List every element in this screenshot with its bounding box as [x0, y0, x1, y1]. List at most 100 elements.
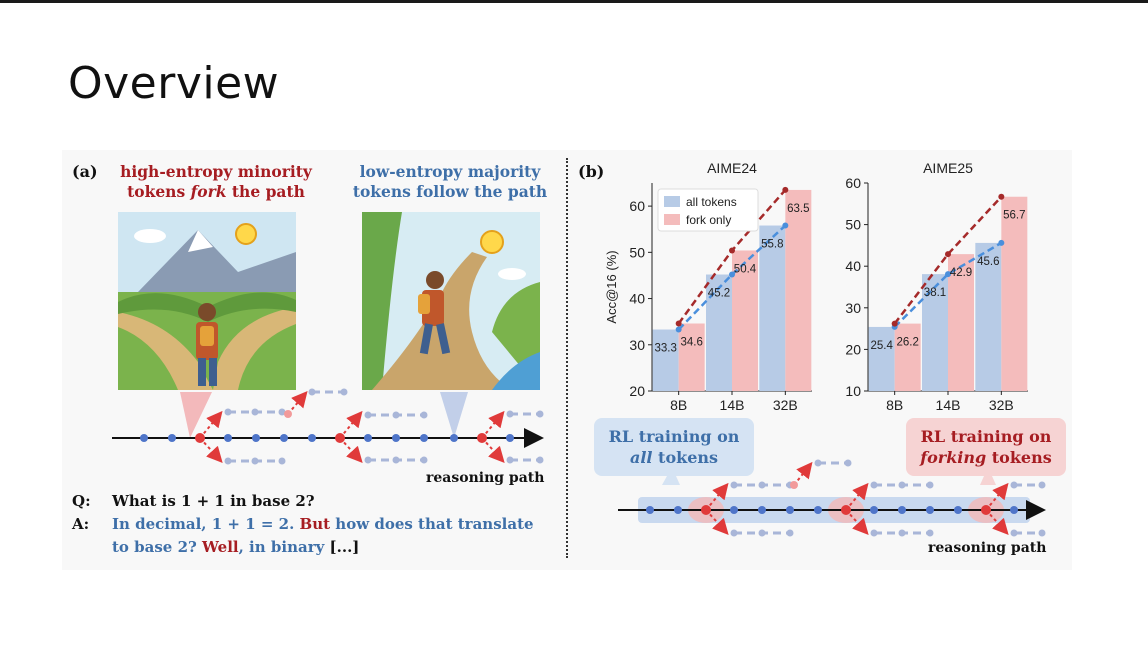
chart-0-ylabel: Acc@16 (%) — [604, 250, 619, 323]
reasoning-path-label-a: reasoning path — [426, 470, 545, 486]
qa-block: Q: What is 1 + 1 in base 2? A: In decimal,… — [72, 490, 534, 559]
chart-0-ytick-label: 50 — [629, 244, 645, 260]
left-heading-line1: high-entropy minority — [120, 162, 312, 181]
right-heading-line2: tokens follow the path — [352, 182, 548, 201]
bubble-right-line2: forking tokens — [916, 447, 1056, 468]
chart-0-xtick-label: 8B — [670, 397, 687, 413]
q-text: What is 1 + 1 in base 2? — [112, 492, 315, 510]
chart-1-data-label: 25.4 — [870, 340, 893, 352]
chart-0-bar — [785, 189, 812, 391]
question-line: Q: What is 1 + 1 in base 2? — [72, 490, 534, 513]
chart-0-series-point — [675, 326, 682, 333]
right-heading-line1: low-entropy majority — [359, 162, 541, 181]
bubble-right-post: tokens — [986, 448, 1052, 467]
reasoning-path-diagram-a — [112, 388, 544, 465]
a-seg1: In decimal, 1 + 1 = 2. — [112, 515, 295, 533]
chart-1-bar — [1001, 196, 1028, 391]
chart-0-xtick-label: 14B — [720, 397, 745, 413]
chart-0-ytick-label: 20 — [629, 383, 645, 399]
bubble-right-line1: RL training on — [920, 427, 1052, 446]
chart-0-series-point — [782, 186, 789, 193]
answer-line-1: A: In decimal, 1 + 1 = 2. But how does th… — [72, 513, 534, 536]
reasoning-path-diagram-b — [618, 459, 1046, 537]
chart-1-xtick-label: 14B — [936, 397, 961, 413]
bubble-left-line1: RL training on — [608, 427, 740, 446]
a-seg4: to base 2? — [112, 538, 197, 556]
slide-title: Overview — [68, 58, 280, 109]
chart-1-ytick-label: 20 — [845, 341, 861, 357]
a-seg3: how does that translate — [335, 515, 534, 533]
chart-0-legend-label: fork only — [686, 213, 731, 227]
reasoning-path-label-b: reasoning path — [928, 540, 1047, 556]
chart-1-ytick-label: 40 — [845, 258, 861, 274]
a-seg6: , in binary — [238, 538, 325, 556]
chart-1-data-label: 26.2 — [896, 337, 918, 349]
right-heading: low-entropy majority tokens follow the p… — [340, 162, 560, 202]
chart-0-data-label: 33.3 — [654, 343, 676, 355]
chart-0-legend-swatch — [664, 196, 680, 207]
panel-b-label: (b) — [578, 162, 605, 181]
chart-1-ytick-label: 30 — [845, 300, 861, 316]
chart-0-bar — [759, 225, 786, 391]
chart-0-legend-box — [657, 188, 759, 232]
chart-0-data-label: 63.5 — [787, 203, 809, 215]
chart-1-ytick-label: 60 — [845, 175, 861, 191]
chart-1-data-label: 56.7 — [1003, 210, 1025, 222]
chart-0-legend-swatch — [664, 214, 680, 225]
left-heading-line2: tokens fork the path — [96, 182, 336, 202]
chart-0-series-line — [677, 224, 787, 331]
chart-0-bar — [652, 329, 679, 391]
chart-1-bar — [975, 242, 1002, 391]
chart-1-data-label: 42.9 — [950, 267, 972, 279]
bubble-right-em: forking — [920, 448, 987, 467]
a-seg5: Well — [202, 538, 239, 556]
left-heading: high-entropy minority tokens fork the pa… — [96, 162, 336, 202]
chart-0-bar — [706, 274, 732, 391]
chart-1-series-point — [998, 239, 1005, 246]
chart-1-series-point — [945, 251, 951, 258]
bubble-all-tokens: RL training on all tokens — [594, 418, 754, 476]
accuracy-charts: AIME24 20 30 40 50 60 Acc@16 (%) 8B 14B 32B 33.3 45… — [604, 160, 1028, 413]
bubble-left-post: tokens — [652, 448, 719, 467]
chart-0-series-point — [675, 320, 682, 327]
top-rule — [0, 0, 1148, 3]
a-seg7: [...] — [329, 538, 360, 556]
chart-1-ytick-label: 50 — [845, 217, 861, 233]
chart-1-xtick-label: 8B — [886, 397, 903, 413]
chart-0-bar — [678, 323, 705, 391]
bubble-forking-tokens: RL training on forking tokens — [906, 418, 1066, 476]
left-heading-em: fork — [190, 182, 227, 201]
left-heading-post: the path — [226, 182, 305, 201]
chart-0-ytick-label: 60 — [629, 198, 645, 214]
chart-1-bar — [948, 254, 974, 391]
chart-0-title: AIME24 — [707, 160, 757, 176]
fork-road-illustration — [118, 212, 296, 390]
q-key: Q: — [72, 492, 91, 510]
chart-0-data-label: 34.6 — [680, 337, 702, 349]
chart-1-data-label: 38.1 — [924, 287, 946, 299]
chart-1-ytick-label: 10 — [845, 383, 861, 399]
follow-path-illustration — [362, 212, 540, 390]
chart-0-ytick-label: 30 — [629, 337, 645, 353]
chart-0-data-label: 50.4 — [734, 263, 757, 275]
chart-1-xtick-label: 32B — [989, 397, 1014, 413]
chart-0-legend-label: all tokens — [686, 195, 737, 209]
chart-0-series-point — [729, 247, 735, 254]
chart-0-series-point — [729, 271, 735, 278]
chart-0-data-label: 45.2 — [708, 288, 730, 300]
chart-1-data-label: 45.6 — [977, 256, 999, 268]
bubble-left-line2: all tokens — [604, 447, 744, 468]
answer-line-2: to base 2? Well, in binary [...] — [72, 536, 534, 559]
left-heading-pre: tokens — [127, 182, 191, 201]
chart-1-title: AIME25 — [923, 160, 973, 176]
chart-1-series-point — [998, 193, 1005, 200]
chart-1-series-line — [893, 241, 1002, 328]
chart-0-xtick-label: 32B — [773, 397, 798, 413]
panel-a-label: (a) — [72, 162, 98, 181]
a-key: A: — [72, 515, 90, 533]
chart-0-bar — [732, 250, 758, 391]
chart-1-bar — [894, 323, 921, 391]
chart-1-series-point — [891, 320, 898, 327]
chart-1-series-point — [945, 271, 951, 278]
panel-divider — [566, 158, 568, 558]
